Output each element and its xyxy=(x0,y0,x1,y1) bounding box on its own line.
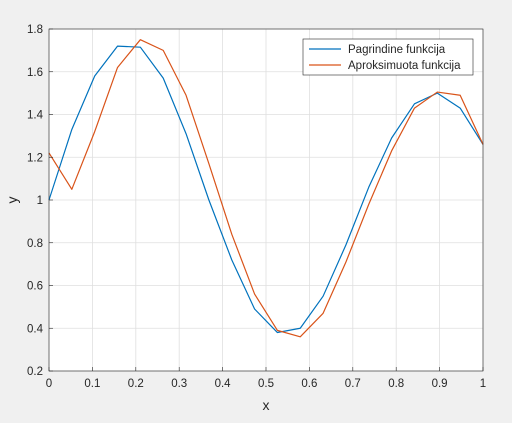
y-tick-label: 0.6 xyxy=(27,281,43,293)
series-layer xyxy=(48,39,484,338)
legend-box xyxy=(302,38,474,76)
y-tick-label: 1.6 xyxy=(27,67,43,79)
x-tick-label: 0.1 xyxy=(84,378,100,390)
y-tick-label: 0.2 xyxy=(27,366,43,378)
y-tick-label: 1.2 xyxy=(27,152,43,164)
legend: Pagrindine funkcija Aproksimuota funkcij… xyxy=(302,38,474,76)
y-tick-label: 0.4 xyxy=(27,323,44,335)
x-tick-label: 0.7 xyxy=(345,378,361,390)
y-tick-label: 1.8 xyxy=(27,24,43,36)
legend-label-2: Aproksimuota funkcija xyxy=(348,60,461,72)
series-line-1 xyxy=(48,45,484,334)
legend-label-1: Pagrindine funkcija xyxy=(348,44,446,56)
tick-layer: 0 0.1 0.2 0.3 0.4 0.5 0.6 0.7 0.8 0.9 1 0.2 0.4 0.6 0.… xyxy=(27,24,486,390)
x-tick-label: 0.9 xyxy=(432,378,448,390)
series-line-2 xyxy=(48,39,484,338)
y-tick-label: 0.8 xyxy=(27,238,43,250)
x-tick-label: 0.5 xyxy=(258,378,274,390)
y-tick-label: 1.4 xyxy=(27,110,44,122)
x-tick-label: 0.8 xyxy=(388,378,404,390)
x-tick-label: 1 xyxy=(480,378,486,390)
x-tick-label: 0.3 xyxy=(171,378,187,390)
y-tick-label: 1 xyxy=(37,195,43,207)
x-tick-label: 0 xyxy=(46,378,52,390)
y-axis-label: y xyxy=(4,197,20,204)
x-axis-label: x xyxy=(263,397,270,413)
x-tick-label: 0.2 xyxy=(128,378,144,390)
x-tick-label: 0.6 xyxy=(301,378,317,390)
x-tick-label: 0.4 xyxy=(215,378,232,390)
